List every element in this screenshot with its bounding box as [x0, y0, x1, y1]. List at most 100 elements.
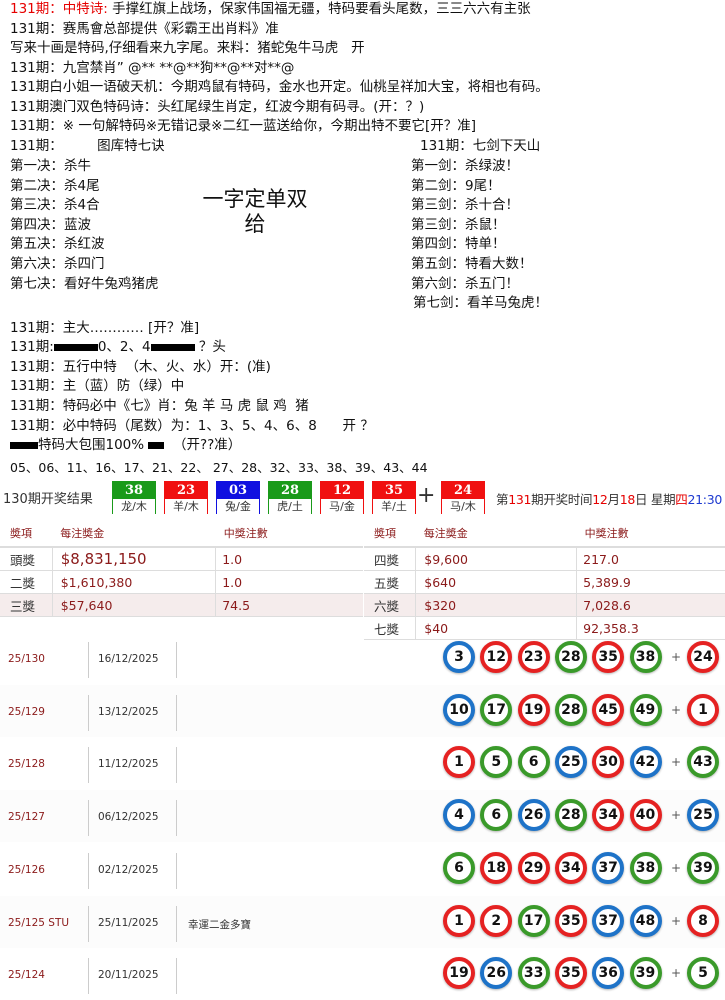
ball-zodiac: 羊/土 — [373, 499, 415, 514]
line-m3: 131期：五行中特 （木、火、水）开：(准) — [10, 359, 271, 375]
lottery-ball: 35 — [554, 904, 587, 937]
special-ball: 24 — [687, 641, 719, 673]
line-m8: 05、06、11、16、17、21、22、 27、28、32、33、38、39、… — [10, 460, 428, 475]
ball-zodiac: 兔/金 — [217, 499, 259, 514]
lottery-ball: 23 — [517, 641, 550, 673]
line-m2: 131期: 0、2、4 ？头 — [10, 338, 226, 357]
prize-row: 三獎 $57,640 74.5 — [0, 593, 363, 617]
column-divider — [176, 800, 177, 837]
line-5: 131期白小姐一语破天机：今期鸡鼠有特码，金水也开定。仙桃呈祥加大宝，将相也有码… — [10, 79, 549, 95]
lottery-ball: 28 — [554, 693, 587, 726]
lottery-ball: 28 — [554, 799, 587, 832]
lottery-ball: 34 — [592, 799, 625, 832]
prize-level: 二獎 — [0, 570, 53, 594]
bar-decoration — [10, 441, 38, 449]
ball-zodiac: 羊/木 — [165, 499, 207, 514]
next-draw-time: 第131期开奖时间12月18日 星期四21:30 — [496, 492, 723, 507]
lottery-ball: 42 — [629, 746, 662, 779]
result-ball: 28 虎/土 — [268, 481, 312, 514]
lottery-ball: 18 — [480, 851, 513, 884]
draw-date: 20/11/2025 — [98, 969, 159, 982]
history-row: 25/124 20/11/2025 19 26 33 35 36 39 +5 — [0, 948, 725, 1000]
m2-suffix: ？头 — [194, 339, 226, 355]
result-ball: 38 龙/木 — [112, 481, 156, 514]
prize-count: 74.5 — [215, 593, 363, 617]
lottery-ball: 45 — [592, 693, 625, 726]
line-4: 131期：九宫禁肖” @** **@**狗**@**对**@ — [10, 60, 295, 76]
ball-zodiac: 马/金 — [321, 499, 363, 514]
lottery-ball: 40 — [629, 799, 662, 832]
ball-number: 23 — [165, 482, 207, 499]
prize-count: 1.0 — [215, 570, 363, 594]
banner-line-2: 给 — [244, 212, 266, 236]
column-divider — [88, 905, 89, 942]
lottery-ball: 38 — [629, 851, 662, 884]
jue-item: 第二决：杀4尾 — [10, 177, 100, 194]
prize-amount: $8,831,150 — [51, 547, 216, 571]
column-divider — [176, 905, 177, 942]
draw-id: 25/124 — [8, 969, 45, 982]
lottery-ball: 30 — [592, 746, 625, 779]
lottery-ball: 48 — [629, 904, 662, 937]
lottery-ball: 1 — [443, 746, 475, 779]
jian-item: 第五剑：特看大数！ — [411, 256, 533, 272]
result-ball: 24 马/木 — [441, 481, 485, 514]
m7-mid: 特码大包围100% — [38, 437, 149, 453]
prize-header: 中獎注數 — [215, 520, 363, 548]
lottery-ball: 5 — [480, 746, 513, 779]
line-m7: 特码大包围100% （开??准） — [10, 436, 241, 455]
ball-number: 38 — [113, 482, 155, 499]
result-ball: 12 马/金 — [320, 481, 364, 514]
jue-item: 第三决：杀4合 — [10, 197, 100, 214]
jue-item: 第一决：杀牛 — [10, 158, 91, 174]
ball-number: 28 — [269, 482, 311, 499]
column-divider — [88, 852, 89, 889]
line-8-right: 131期：七剑下天山 — [420, 138, 541, 154]
column-divider — [176, 747, 177, 784]
lottery-ball: 29 — [517, 851, 550, 884]
prize-header: 中獎注數 — [576, 520, 725, 548]
result-ball: 23 羊/木 — [164, 481, 208, 514]
column-divider — [88, 642, 89, 678]
plus-sign: + — [671, 755, 682, 770]
lottery-ball: 17 — [517, 904, 550, 937]
m7-suffix: （开??准） — [164, 437, 242, 453]
column-divider — [176, 852, 177, 889]
m2-prefix: 131期: — [10, 339, 54, 355]
plus-sign: + — [417, 483, 436, 508]
lottery-ball: 38 — [629, 641, 662, 673]
lottery-ball: 36 — [592, 957, 625, 990]
bar-decoration — [148, 441, 165, 449]
prize-header-row: 奬項 每注奬金 中獎注數 — [0, 520, 363, 548]
prize-amount: $9,600 — [415, 547, 577, 571]
ball-zodiac: 马/木 — [442, 499, 484, 514]
prize-header: 奬項 — [364, 520, 416, 548]
jue-item: 第六决：杀四门 — [10, 256, 105, 272]
result-ball: 03 兔/金 — [216, 481, 260, 514]
line-m1: 131期：主大………… [开？准] — [10, 320, 200, 336]
lottery-ball: 10 — [443, 693, 475, 726]
prize-level: 頭獎 — [0, 547, 53, 571]
result-ball: 35 羊/土 — [372, 481, 416, 514]
lottery-ball: 33 — [517, 957, 550, 990]
column-divider — [176, 642, 177, 678]
special-ball: 8 — [687, 904, 719, 937]
prize-row: 七獎 $40 92,358.3 — [364, 616, 725, 640]
banner-line-1: 一字定单双 — [202, 187, 308, 211]
line-3: 写来十画是特码,仔细看来九字尾。来料：猪蛇兔牛马虎 开 — [10, 40, 365, 56]
special-ball: 5 — [687, 957, 719, 990]
jian-item: 第四剑：特单！ — [411, 236, 506, 253]
draw-id: 25/129 — [8, 705, 45, 718]
prize-level: 七獎 — [364, 616, 416, 640]
lottery-ball: 49 — [629, 693, 662, 726]
prize-level: 六獎 — [364, 593, 416, 617]
lottery-ball: 25 — [554, 746, 587, 779]
jian-item: 第一剑：杀绿波！ — [411, 158, 519, 174]
plus-sign: + — [671, 702, 682, 717]
history-row: 25/126 02/12/2025 6 18 29 34 37 38 +39 — [0, 843, 725, 895]
prize-header-row: 奬項 每注奬金 中獎注數 — [364, 520, 725, 548]
lottery-ball: 12 — [480, 641, 513, 673]
draw-date: 25/11/2025 — [98, 916, 159, 929]
lottery-ball: 6 — [480, 799, 513, 832]
prize-row: 二獎 $1,610,380 1.0 — [0, 570, 363, 594]
